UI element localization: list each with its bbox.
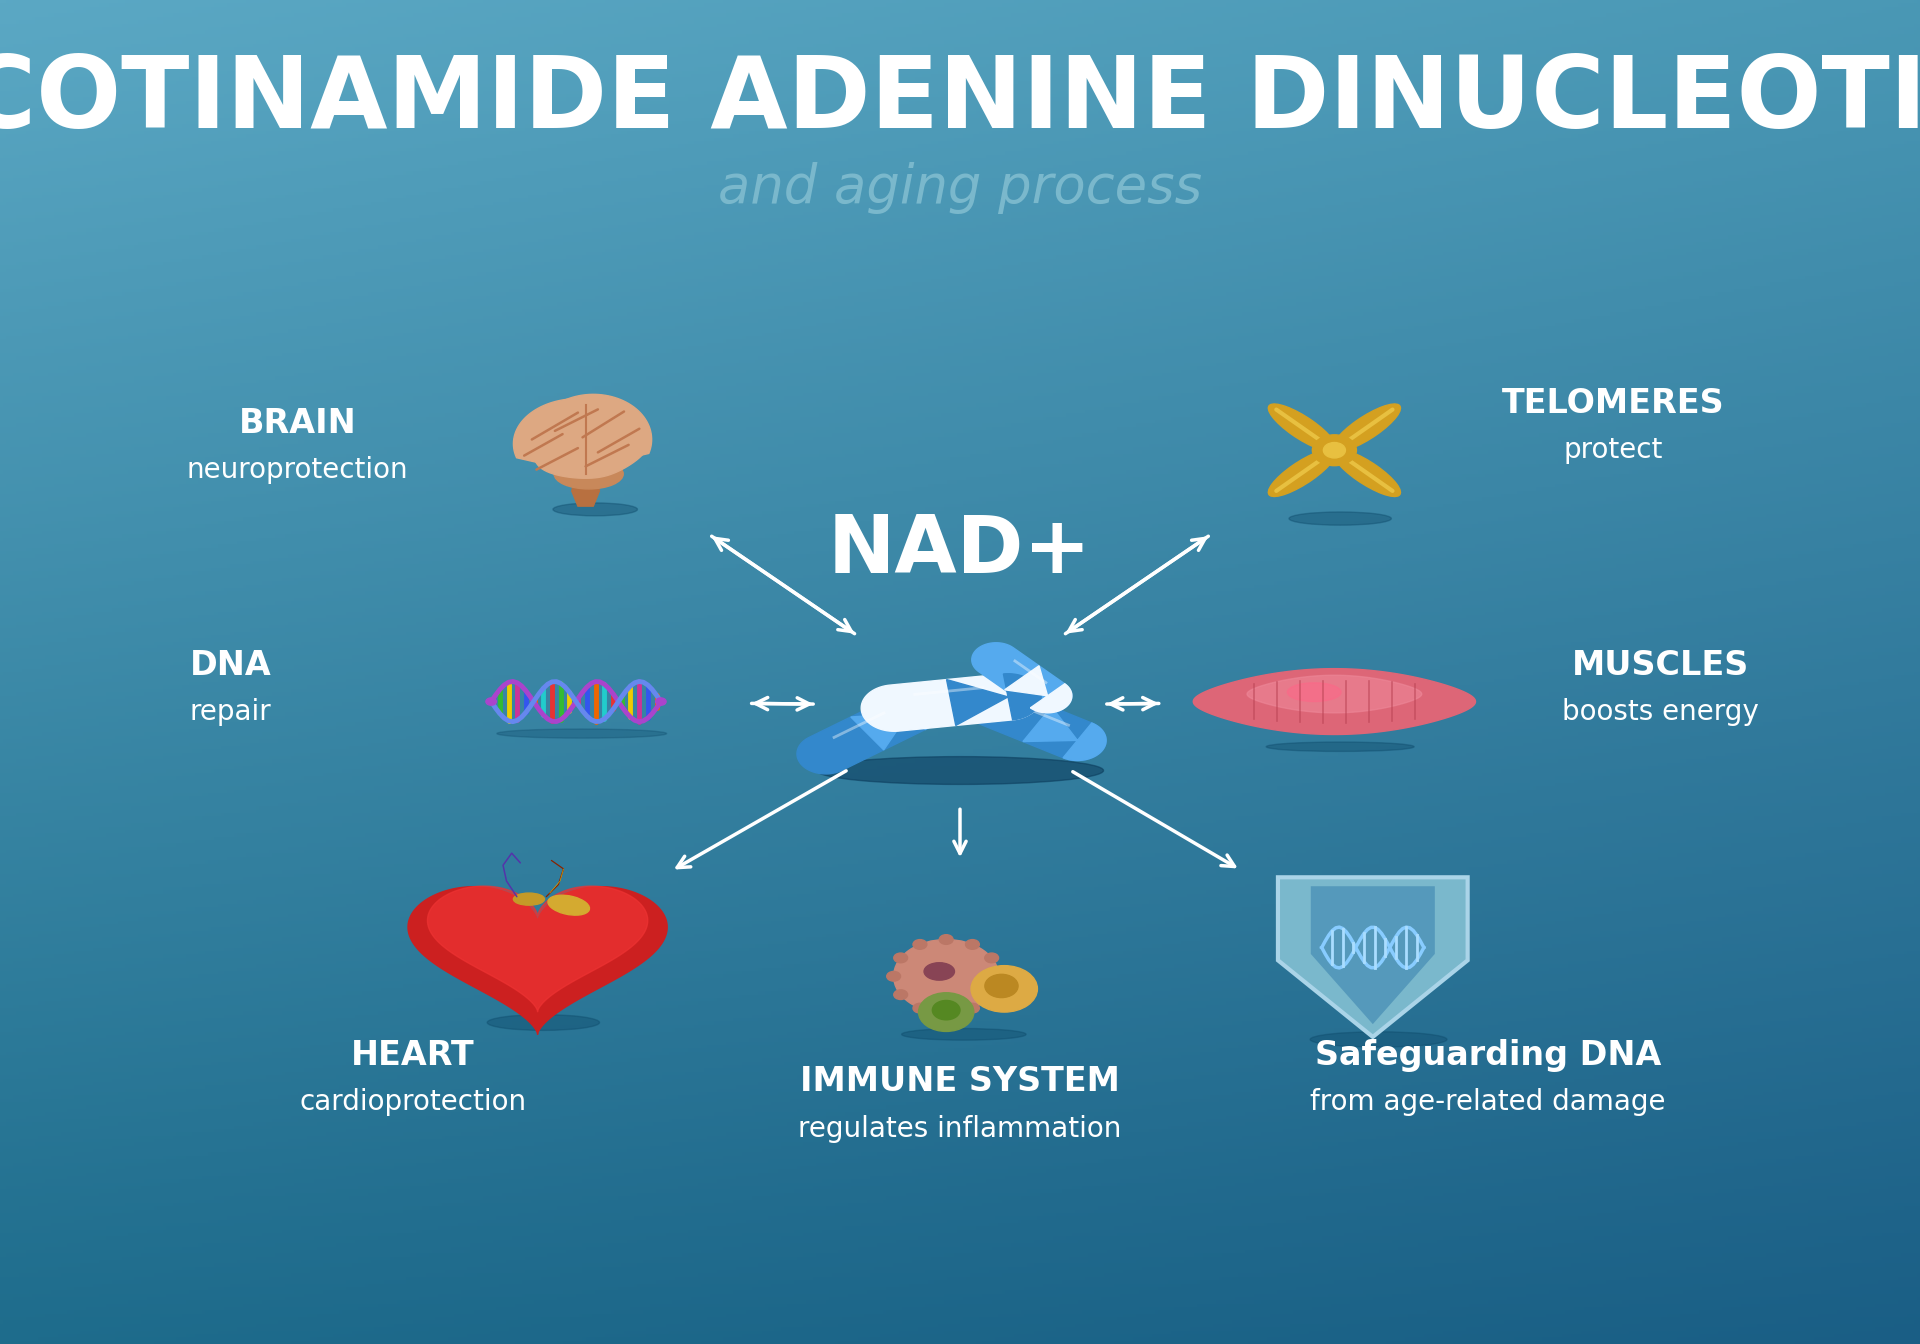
Polygon shape (1023, 707, 1106, 761)
Text: NICOTINAMIDE ADENINE DINUCLEOTIDE: NICOTINAMIDE ADENINE DINUCLEOTIDE (0, 52, 1920, 149)
Polygon shape (409, 887, 666, 1035)
Circle shape (887, 972, 900, 981)
Circle shape (918, 993, 973, 1031)
Ellipse shape (555, 458, 624, 489)
Circle shape (972, 965, 1037, 1012)
Text: DNA: DNA (190, 649, 271, 681)
Polygon shape (947, 673, 1041, 726)
Circle shape (1323, 442, 1346, 458)
Text: neuroprotection: neuroprotection (186, 457, 409, 484)
Text: MUSCLES: MUSCLES (1572, 649, 1749, 681)
Polygon shape (1279, 878, 1467, 1038)
Ellipse shape (902, 1028, 1025, 1040)
Text: HEART: HEART (351, 1039, 474, 1071)
Polygon shape (851, 694, 937, 750)
Polygon shape (536, 394, 651, 466)
Ellipse shape (1332, 405, 1400, 452)
Circle shape (893, 939, 998, 1013)
Text: TELOMERES: TELOMERES (1501, 387, 1724, 419)
Circle shape (895, 989, 908, 1000)
Polygon shape (1194, 669, 1475, 734)
Circle shape (993, 972, 1006, 981)
Circle shape (966, 1003, 979, 1013)
Circle shape (895, 953, 908, 962)
Polygon shape (572, 477, 599, 507)
Circle shape (939, 934, 952, 945)
Ellipse shape (488, 1015, 599, 1031)
Text: cardioprotection: cardioprotection (300, 1089, 526, 1116)
Polygon shape (972, 642, 1071, 712)
Polygon shape (1311, 886, 1434, 1024)
Circle shape (939, 1008, 952, 1017)
Circle shape (985, 974, 1018, 997)
Circle shape (985, 989, 998, 1000)
Text: NAD+: NAD+ (828, 512, 1092, 590)
Text: Safeguarding DNA: Safeguarding DNA (1315, 1039, 1661, 1071)
Text: regulates inflammation: regulates inflammation (799, 1116, 1121, 1142)
Polygon shape (513, 399, 639, 472)
Polygon shape (968, 688, 1106, 761)
Text: from age-related damage: from age-related damage (1309, 1089, 1667, 1116)
Ellipse shape (924, 962, 954, 980)
Text: repair: repair (190, 699, 271, 726)
Circle shape (966, 939, 979, 949)
Circle shape (914, 939, 927, 949)
Ellipse shape (816, 757, 1104, 785)
Polygon shape (1004, 665, 1071, 712)
Ellipse shape (1269, 405, 1336, 452)
Ellipse shape (497, 728, 666, 738)
Circle shape (933, 1000, 960, 1020)
Circle shape (486, 698, 497, 706)
Ellipse shape (1286, 683, 1340, 702)
Text: boosts energy: boosts energy (1563, 699, 1759, 726)
Circle shape (985, 953, 998, 962)
Text: BRAIN: BRAIN (238, 407, 357, 439)
Circle shape (914, 1003, 927, 1013)
Circle shape (655, 698, 666, 706)
Ellipse shape (553, 503, 637, 516)
Polygon shape (428, 886, 647, 1012)
Polygon shape (862, 673, 1041, 731)
Circle shape (1313, 435, 1356, 465)
Ellipse shape (547, 895, 589, 915)
Polygon shape (1248, 675, 1421, 712)
Ellipse shape (1309, 1032, 1448, 1047)
Text: and aging process: and aging process (718, 163, 1202, 214)
Ellipse shape (1265, 742, 1413, 751)
Ellipse shape (1288, 512, 1392, 526)
Ellipse shape (513, 894, 545, 906)
Ellipse shape (1269, 449, 1336, 496)
Ellipse shape (1332, 449, 1400, 496)
Polygon shape (534, 401, 649, 478)
Text: IMMUNE SYSTEM: IMMUNE SYSTEM (801, 1066, 1119, 1098)
Text: protect: protect (1563, 437, 1663, 464)
Polygon shape (797, 694, 937, 774)
